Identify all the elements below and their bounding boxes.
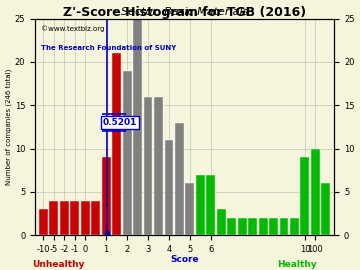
Bar <box>154 97 163 235</box>
Text: Unhealthy: Unhealthy <box>32 260 85 269</box>
Title: Z'-Score Histogram for TGB (2016): Z'-Score Histogram for TGB (2016) <box>63 6 306 19</box>
Text: Sector: Basic Materials: Sector: Basic Materials <box>121 8 248 18</box>
Bar <box>311 148 320 235</box>
Bar <box>175 123 184 235</box>
Bar <box>185 183 194 235</box>
Bar <box>290 218 299 235</box>
Bar <box>301 157 309 235</box>
Text: 0.5201: 0.5201 <box>103 118 138 127</box>
Bar <box>248 218 257 235</box>
Bar <box>269 218 278 235</box>
Bar <box>60 201 69 235</box>
Bar <box>165 140 174 235</box>
Bar <box>81 201 90 235</box>
Bar <box>123 70 131 235</box>
Bar <box>238 218 247 235</box>
Bar <box>144 97 153 235</box>
Text: Healthy: Healthy <box>277 260 317 269</box>
Bar <box>102 157 111 235</box>
Bar <box>258 218 267 235</box>
Bar <box>280 218 288 235</box>
Bar <box>227 218 236 235</box>
Bar <box>39 209 48 235</box>
Bar <box>217 209 226 235</box>
Bar <box>321 183 330 235</box>
Bar <box>112 53 121 235</box>
X-axis label: Score: Score <box>170 255 199 264</box>
Bar <box>91 201 100 235</box>
Y-axis label: Number of companies (246 total): Number of companies (246 total) <box>5 69 12 185</box>
Bar <box>196 175 205 235</box>
Bar <box>49 201 58 235</box>
Bar <box>133 19 142 235</box>
Text: ©www.textbiz.org: ©www.textbiz.org <box>41 25 104 32</box>
Bar <box>206 175 215 235</box>
Text: The Research Foundation of SUNY: The Research Foundation of SUNY <box>41 45 176 50</box>
Bar <box>70 201 79 235</box>
